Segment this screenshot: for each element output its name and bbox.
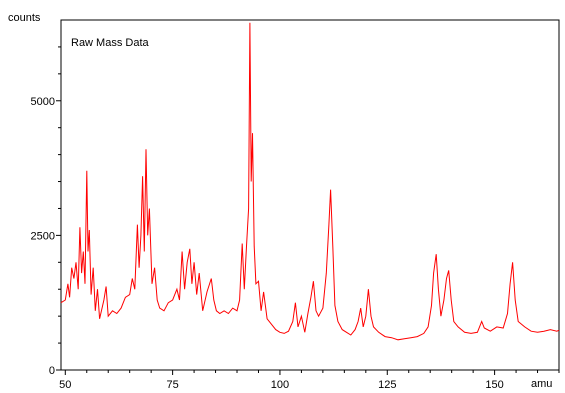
y-axis-ticks: 0 2500 5000 xyxy=(31,46,61,377)
y-axis-label: counts xyxy=(8,12,41,24)
x-axis-label: amu xyxy=(531,378,552,390)
x-tick-label: 125 xyxy=(378,379,396,391)
x-axis-ticks: 50 75 100 125 150 xyxy=(59,370,560,391)
x-tick-label: 50 xyxy=(59,379,71,391)
series-line-raw-mass-data xyxy=(60,22,560,341)
y-tick-label: 2500 xyxy=(31,230,55,242)
y-tick-label: 5000 xyxy=(31,96,55,108)
x-tick-label: 150 xyxy=(485,379,503,391)
y-tick-label: 0 xyxy=(49,365,55,377)
plot-frame xyxy=(60,19,560,371)
chart-title: Raw Mass Data xyxy=(71,37,150,49)
plot-area xyxy=(60,19,560,371)
x-tick-label: 100 xyxy=(271,379,289,391)
x-tick-label: 75 xyxy=(166,379,178,391)
